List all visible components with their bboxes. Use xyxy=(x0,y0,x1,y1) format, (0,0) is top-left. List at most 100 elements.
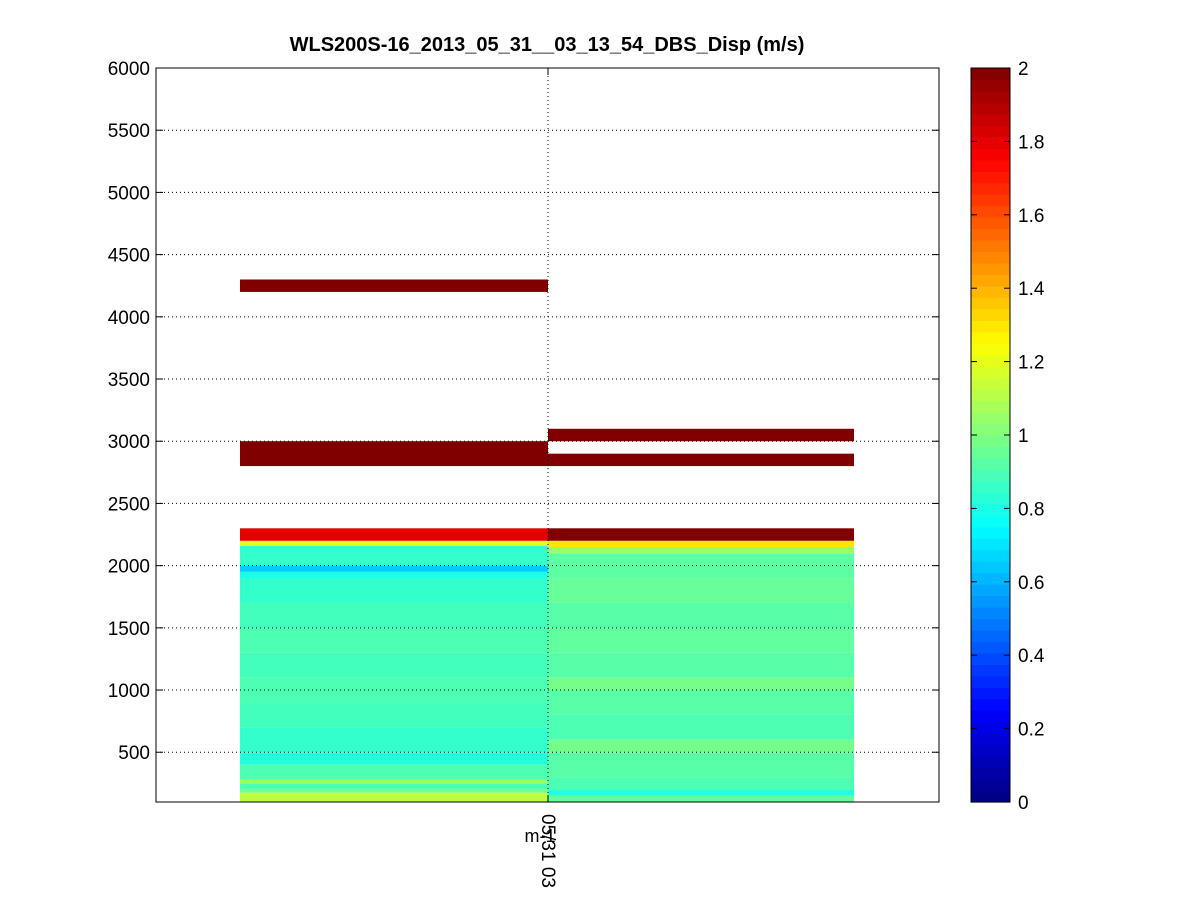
colorbar-segment xyxy=(971,744,1010,757)
y-tick-label: 2000 xyxy=(108,557,150,578)
colorbar-ticks: 0 0.2 0.4 0.6 0.8 1 1.2 1.4 1.6 1.8 2 xyxy=(971,59,1045,814)
colorbar-tick-label: 0.8 xyxy=(1018,499,1044,520)
colorbar-segment xyxy=(971,228,1010,241)
colorbar-tick-label: 1 xyxy=(1018,426,1029,447)
colorbar-segment xyxy=(971,492,1010,505)
colorbar-segment xyxy=(971,790,1010,803)
colorbar-segment xyxy=(971,779,1010,792)
colorbar-segment xyxy=(971,217,1010,230)
heatmap-cell xyxy=(240,764,548,780)
colorbar-segment xyxy=(971,274,1010,287)
colorbar-tick-label: 2 xyxy=(1018,59,1029,80)
heatmap-cell xyxy=(548,714,854,740)
colorbar-segment xyxy=(971,652,1010,665)
heatmap-cell xyxy=(548,795,854,802)
y-tick-label: 5500 xyxy=(108,121,150,142)
heatmap-cell xyxy=(240,540,548,546)
heatmap-cell xyxy=(240,602,548,628)
x-unit-label: m-1 xyxy=(525,826,556,846)
y-tick-label: 4000 xyxy=(108,308,150,329)
colorbar-segment xyxy=(971,515,1010,528)
colorbar-segment xyxy=(971,629,1010,643)
y-tick-label: 5000 xyxy=(108,183,150,204)
colorbar-segment xyxy=(971,113,1010,126)
colorbar xyxy=(971,68,1010,803)
colorbar-segment xyxy=(971,102,1010,115)
colorbar-segment xyxy=(971,308,1010,321)
heatmap-cell xyxy=(240,528,548,541)
heatmap-cell xyxy=(548,690,854,715)
colorbar-segment xyxy=(971,366,1010,379)
colorbar-segment xyxy=(971,733,1010,746)
colorbar-segment xyxy=(971,251,1010,264)
y-tick-label: 1000 xyxy=(108,681,150,702)
colorbar-segment xyxy=(971,285,1010,298)
colorbar-segment xyxy=(971,377,1010,390)
x-tick-label: 05/31 03 xyxy=(537,814,558,888)
heatmap-cell xyxy=(240,578,548,603)
heatmap-cell xyxy=(548,627,854,653)
grid-lines xyxy=(156,68,939,802)
colorbar-segment xyxy=(971,675,1010,688)
colorbar-segment xyxy=(971,194,1010,207)
colorbar-segment xyxy=(971,641,1010,654)
heatmap-cell xyxy=(240,627,548,653)
heatmap-cell xyxy=(548,739,854,753)
x-axis-ticks: 05/31 03 xyxy=(537,68,558,888)
colorbar-segment xyxy=(971,68,1010,81)
colorbar-segment xyxy=(971,320,1010,333)
colorbar-segment xyxy=(971,136,1010,149)
colorbar-segment xyxy=(971,767,1010,780)
heatmap-cell xyxy=(240,545,548,566)
y-axis-ticks: 500 1000 1500 2000 2500 3000 3500 4000 4500 5000 5… xyxy=(108,59,939,764)
colorbar-segment xyxy=(971,182,1010,195)
heatmap-cell xyxy=(240,652,548,678)
heatmap-cell xyxy=(240,677,548,703)
colorbar-segment xyxy=(971,159,1010,172)
colorbar-tick-label: 0 xyxy=(1018,793,1029,814)
heatmap-cell xyxy=(548,602,854,628)
y-tick-label: 4500 xyxy=(108,246,150,267)
colorbar-segment xyxy=(971,698,1010,711)
heatmap-cell xyxy=(240,789,548,793)
colorbar-segment xyxy=(971,526,1010,539)
colorbar-segment xyxy=(971,710,1010,723)
colorbar-segment xyxy=(971,756,1010,769)
colorbar-segment xyxy=(971,205,1010,218)
colorbar-segment xyxy=(971,561,1010,574)
colorbar-segment xyxy=(971,549,1010,562)
colorbar-segment xyxy=(971,503,1010,516)
colorbar-segment xyxy=(971,446,1010,459)
y-tick-label: 3000 xyxy=(108,432,150,453)
y-tick-label: 500 xyxy=(118,743,150,764)
heatmap-cell xyxy=(240,727,548,753)
y-tick-label: 1500 xyxy=(108,619,150,640)
colorbar-segment xyxy=(971,389,1010,402)
colorbar-segment xyxy=(971,618,1010,631)
heatmap-cell xyxy=(240,792,548,802)
heatmap-cell xyxy=(240,779,548,784)
colorbar-segment xyxy=(971,354,1010,367)
colorbar-segment xyxy=(971,412,1010,425)
colorbar-segment xyxy=(971,664,1010,677)
heatmap-cell xyxy=(548,578,854,603)
y-tick-label: 2500 xyxy=(108,494,150,515)
heatmap-cell xyxy=(240,702,548,728)
heatmap-cell xyxy=(548,677,854,691)
colorbar-segment xyxy=(971,538,1010,551)
y-tick-label: 3500 xyxy=(108,370,150,391)
colorbar-segment xyxy=(971,171,1010,184)
colorbar-tick-label: 1.6 xyxy=(1018,206,1044,227)
colorbar-segment xyxy=(971,423,1010,436)
heatmap-cell xyxy=(240,571,548,579)
heatmap-cell xyxy=(548,777,854,790)
heatmap-cell xyxy=(240,279,548,292)
colorbar-tick-label: 0.4 xyxy=(1018,646,1045,667)
heatmap-cell xyxy=(548,540,854,547)
heatmap-cells xyxy=(240,279,854,802)
colorbar-segment xyxy=(971,79,1010,92)
colorbar-segment xyxy=(971,687,1010,700)
chart-title: WLS200S-16_2013_05_31__03_13_54_DBS_Disp… xyxy=(290,34,805,56)
colorbar-segment xyxy=(971,584,1010,597)
